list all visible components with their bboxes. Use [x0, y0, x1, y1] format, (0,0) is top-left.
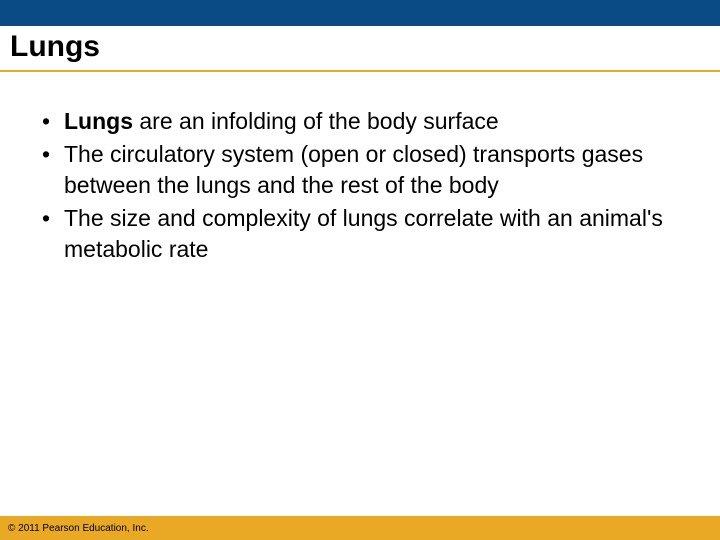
- copyright-text: © 2011 Pearson Education, Inc.: [8, 523, 149, 534]
- header-bar: [0, 0, 720, 26]
- page-title: Lungs: [10, 30, 710, 64]
- bullet-text: The size and complexity of lungs correla…: [64, 205, 663, 262]
- content-area: Lungs are an infolding of the body surfa…: [0, 72, 720, 265]
- bullet-list: Lungs are an infolding of the body surfa…: [30, 106, 690, 265]
- footer-bar: © 2011 Pearson Education, Inc.: [0, 516, 720, 540]
- bullet-text: The circulatory system (open or closed) …: [64, 141, 643, 198]
- list-item: Lungs are an infolding of the body surfa…: [30, 106, 690, 137]
- title-row: Lungs: [0, 26, 720, 70]
- bullet-text: are an infolding of the body surface: [133, 108, 499, 134]
- list-item: The circulatory system (open or closed) …: [30, 139, 690, 201]
- bullet-lead: Lungs: [64, 108, 133, 134]
- list-item: The size and complexity of lungs correla…: [30, 203, 690, 265]
